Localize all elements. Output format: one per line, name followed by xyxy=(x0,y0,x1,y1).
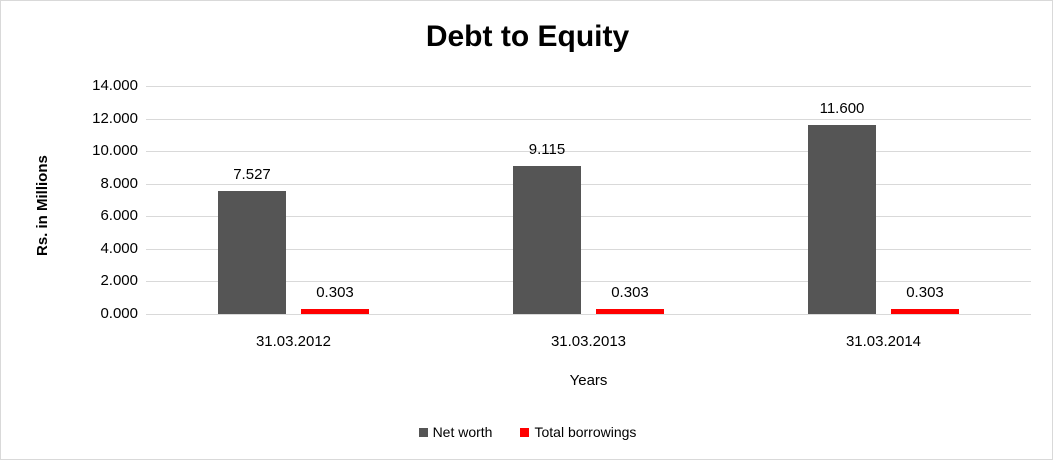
y-axis-tick-label: 12.000 xyxy=(92,109,138,127)
y-axis-tick-label: 14.000 xyxy=(92,77,138,94)
gridline xyxy=(146,86,1031,87)
y-axis-tick-label: 6.000 xyxy=(100,207,138,225)
chart-legend: Net worth Total borrowings xyxy=(1,424,1052,440)
x-axis-tick-label: 31.03.2013 xyxy=(550,333,627,350)
x-axis-tick-label: 31.03.2012 xyxy=(255,333,332,350)
x-axis-tick-label: 31.03.2014 xyxy=(845,333,922,350)
bar-value-label: 7.527 xyxy=(233,166,271,184)
x-axis-line xyxy=(146,314,1031,315)
gridline xyxy=(146,216,1031,218)
bar-networth[interactable] xyxy=(808,125,876,314)
bar-total-borrowings[interactable] xyxy=(596,309,664,314)
gridline xyxy=(146,118,1031,120)
bar-networth[interactable] xyxy=(513,165,581,314)
y-axis-tick-label: 2.000 xyxy=(100,272,138,290)
y-axis-title: Rs. in Millions xyxy=(34,155,51,257)
bar-value-label: 0.303 xyxy=(316,284,354,302)
networth-swatch-icon xyxy=(418,427,428,437)
bar-value-label: 11.600 xyxy=(819,100,865,118)
bar-value-label: 0.303 xyxy=(611,284,649,302)
legend-item-total-borrowings[interactable]: Total borrowings xyxy=(520,424,636,440)
x-axis-title: Years xyxy=(569,372,608,389)
bar-value-label: 0.303 xyxy=(906,284,944,302)
legend-item-networth[interactable]: Net worth xyxy=(418,424,493,440)
y-axis-tick-label: 4.000 xyxy=(100,239,138,257)
bar-value-label: 9.115 xyxy=(528,140,566,158)
y-axis-tick-label: 0.000 xyxy=(100,305,138,322)
gridline xyxy=(146,183,1031,185)
bar-total-borrowings[interactable] xyxy=(301,309,369,314)
legend-label: Net worth xyxy=(432,424,493,440)
gridline xyxy=(146,248,1031,250)
y-axis-tick-label: 10.000 xyxy=(92,142,138,160)
gridline xyxy=(146,151,1031,153)
legend-label: Total borrowings xyxy=(534,424,637,440)
bar-networth[interactable] xyxy=(218,191,286,314)
borrowings-swatch-icon xyxy=(520,427,530,437)
gridline xyxy=(146,281,1031,283)
chart-title: Debt to Equity xyxy=(425,20,630,53)
y-axis-tick-label: 8.000 xyxy=(100,174,138,192)
bar-total-borrowings[interactable] xyxy=(891,309,959,314)
plot-area: 7.527 0.303 9.115 0.303 11.600 0.303 xyxy=(146,86,1031,315)
